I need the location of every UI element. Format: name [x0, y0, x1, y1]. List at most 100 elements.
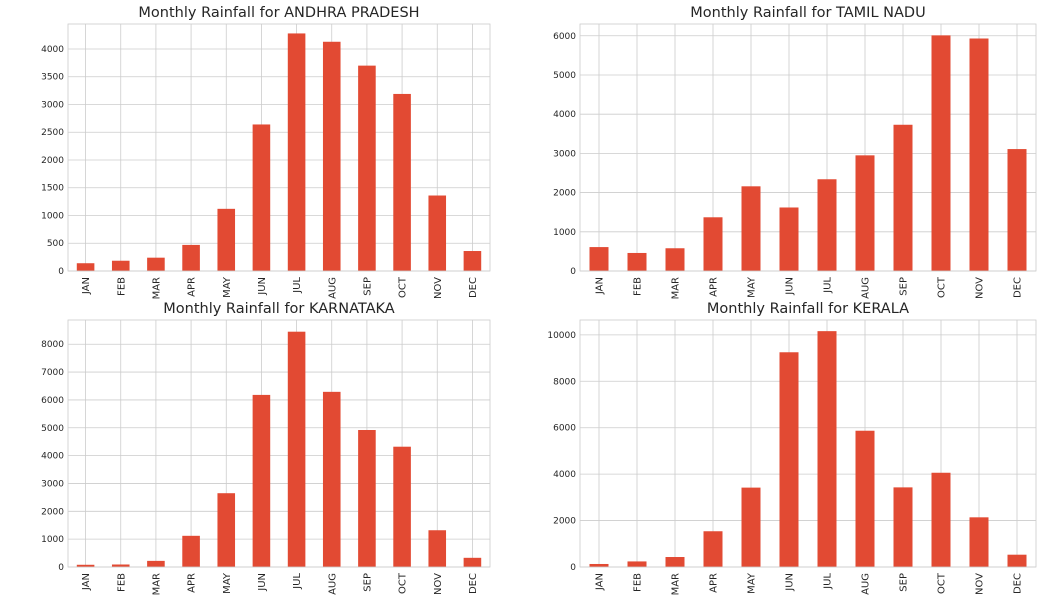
chart-2: 0 1000 2000 3000 4000 5000 6000 7000 8000 JAN FEB M…: [41, 301, 491, 595]
bar-apr: [182, 244, 200, 271]
x-tick-label: JUL: [823, 277, 834, 294]
x-tick-label: DEC: [468, 277, 479, 298]
y-tick-label: 0: [570, 563, 576, 573]
x-tick-label: APR: [187, 277, 198, 297]
bar-aug: [322, 41, 341, 272]
x-tick-label: JUL: [292, 573, 303, 590]
bar-sep: [893, 487, 913, 567]
x-tick-label: JUL: [292, 277, 303, 294]
y-tick-label: 0: [58, 267, 64, 277]
y-tick-label: 8000: [41, 340, 64, 350]
x-tick-label: DEC: [1013, 277, 1024, 298]
bar-dec: [463, 251, 482, 271]
bar-dec: [1007, 149, 1027, 271]
bar-oct: [931, 472, 951, 567]
y-tick-label: 4000: [553, 110, 576, 120]
y-tick-label: 2000: [41, 156, 64, 166]
plot-frame: [579, 319, 1037, 568]
y-tick-label: 7000: [41, 368, 64, 378]
x-tick-label: APR: [187, 573, 198, 593]
bar-nov: [969, 517, 989, 567]
x-tick-label: NOV: [975, 573, 986, 595]
bar-nov: [428, 530, 447, 567]
bar-feb: [627, 561, 647, 567]
y-tick-label: 500: [47, 239, 64, 249]
chart-title: Monthly Rainfall for ANDHRA PRADESH: [138, 5, 419, 21]
chart-1: 0 1000 2000 3000 4000 5000 6000 JAN FEB MAR APR MAY…: [553, 5, 1037, 299]
x-tick-label: JUN: [257, 573, 268, 592]
x-tick-label: JAN: [81, 573, 92, 591]
x-tick-label: AUG: [861, 277, 872, 299]
x-tick-label: JUN: [785, 277, 796, 296]
bar-mar: [147, 560, 165, 567]
bar-may: [217, 493, 236, 567]
x-tick-label: NOV: [433, 277, 444, 299]
bar-oct: [393, 93, 411, 272]
bar-jan: [589, 247, 609, 271]
bar-nov: [969, 38, 989, 271]
bar-jan: [589, 563, 609, 567]
chart-title: Monthly Rainfall for TAMIL NADU: [690, 5, 925, 21]
x-tick-label: JAN: [595, 573, 606, 591]
y-tick-label: 1000: [41, 211, 64, 221]
x-tick-label: APR: [709, 573, 720, 593]
bar-apr: [703, 217, 723, 271]
x-tick-label: AUG: [327, 277, 338, 299]
bar-sep: [893, 124, 913, 271]
bar-aug: [855, 430, 875, 567]
x-tick-label: JAN: [595, 277, 606, 295]
x-tick-label: MAY: [747, 276, 758, 298]
x-tick-label: SEP: [899, 277, 910, 296]
x-tick-label: SEP: [362, 277, 373, 296]
x-tick-label: APR: [709, 277, 720, 297]
bar-jun: [779, 352, 799, 567]
x-tick-label: JUN: [785, 573, 796, 592]
bar-feb: [627, 252, 647, 271]
bar-dec: [463, 557, 482, 567]
x-tick-label: DEC: [468, 573, 479, 594]
x-tick-label: OCT: [398, 572, 409, 594]
y-tick-label: 3000: [41, 479, 64, 489]
x-tick-label: JUL: [823, 573, 834, 590]
plot-frame: [67, 319, 491, 568]
bar-apr: [703, 531, 723, 567]
y-tick-label: 2000: [41, 507, 64, 517]
bar-feb: [111, 260, 130, 271]
plot-frame: [67, 23, 491, 272]
y-tick-label: 4000: [553, 470, 576, 480]
x-tick-label: MAY: [222, 276, 233, 298]
y-tick-label: 1000: [553, 228, 576, 238]
x-tick-label: FEB: [116, 573, 127, 592]
x-tick-label: OCT: [937, 572, 948, 594]
chart-title: Monthly Rainfall for KARNATAKA: [163, 301, 395, 317]
x-tick-label: AUG: [327, 573, 338, 595]
x-tick-label: AUG: [861, 573, 872, 595]
y-tick-label: 4000: [41, 45, 64, 55]
bar-jan: [76, 263, 95, 271]
bar-dec: [1007, 554, 1027, 567]
y-tick-label: 3000: [41, 100, 64, 110]
x-tick-label: MAR: [671, 277, 682, 299]
bar-oct: [393, 446, 411, 567]
bar-aug: [322, 391, 341, 567]
y-tick-label: 10000: [547, 331, 576, 341]
x-tick-label: NOV: [975, 277, 986, 299]
bar-may: [741, 487, 761, 567]
x-tick-label: OCT: [398, 276, 409, 298]
plot-frame: [579, 23, 1037, 272]
bar-nov: [428, 195, 447, 271]
bar-mar: [147, 257, 165, 271]
y-tick-label: 1000: [41, 535, 64, 545]
y-tick-label: 3500: [41, 73, 64, 83]
x-tick-label: MAY: [747, 572, 758, 594]
y-tick-label: 2500: [41, 128, 64, 138]
x-tick-label: MAR: [151, 277, 162, 299]
bar-may: [217, 208, 236, 271]
chart-3: 0 2000 4000 6000 8000 10000 JAN FEB MAR APR MAY JUN…: [547, 301, 1037, 595]
y-tick-label: 3000: [553, 149, 576, 159]
bar-jul: [287, 331, 306, 567]
bar-jul: [817, 179, 837, 271]
y-tick-label: 8000: [553, 377, 576, 387]
x-tick-label: JAN: [81, 277, 92, 295]
bar-sep: [358, 429, 376, 567]
